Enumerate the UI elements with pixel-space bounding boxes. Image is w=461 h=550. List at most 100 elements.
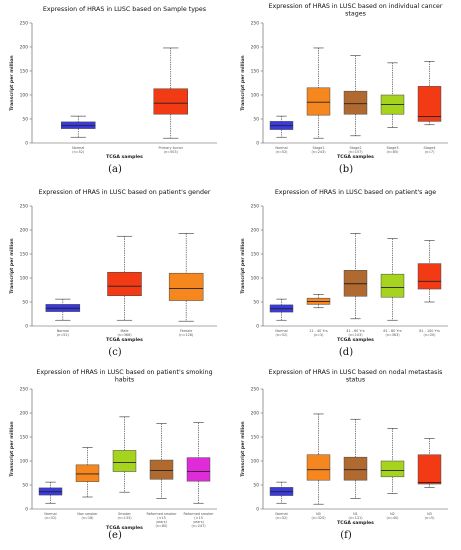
y-tick-label: 150	[20, 69, 29, 75]
y-tick-label: 100	[20, 93, 29, 99]
box-iqr	[380, 273, 405, 298]
chart-title-line: stages	[345, 11, 366, 18]
y-tick-label: 0	[25, 141, 28, 147]
panel-label: (d)	[339, 347, 353, 358]
chart-title: Expression of HRAS in LUSC based on Samp…	[43, 6, 206, 13]
box-iqr	[306, 87, 331, 116]
y-tick-label: 0	[256, 141, 259, 147]
y-tick-label: 50	[22, 483, 28, 489]
category-count: (n=320)	[311, 516, 326, 520]
y-tick-label: 50	[22, 300, 28, 306]
category-label: N2 (n=40)	[387, 512, 400, 520]
category-count: (n=133)	[117, 516, 132, 520]
y-tick-label: 100	[251, 276, 260, 282]
y-tick-label: 0	[256, 507, 259, 513]
category-name: Normal	[72, 146, 84, 150]
category-name: (>15	[194, 516, 202, 520]
y-tick-label: 200	[20, 45, 29, 51]
panel-1: Expression of HRAS in LUSC based on indi…	[240, 3, 448, 175]
category-count: (n=52)	[276, 150, 289, 154]
chart-title: Expression of HRAS in LUSC based on noda…	[269, 369, 443, 384]
box-iqr	[417, 86, 442, 122]
box-iqr	[75, 464, 100, 482]
category-label: 81 - 100 Yrs (n=20)	[419, 329, 440, 337]
box-iqr	[380, 460, 405, 478]
y-tick-label: 0	[25, 507, 28, 513]
category-label: Normal (n=52)	[275, 146, 288, 154]
y-tick-label: 150	[251, 69, 260, 75]
y-tick-label: 100	[20, 276, 29, 282]
category-label: N3 (n=5)	[425, 512, 435, 520]
category-name: Female	[180, 329, 192, 333]
panel-4: Expression of HRAS in LUSC based on pati…	[9, 369, 217, 541]
panel-0: Expression of HRAS in LUSC based on Samp…	[9, 6, 217, 175]
category-name: Normal	[275, 512, 287, 516]
category-count: (n=52)	[276, 333, 289, 337]
category-label: Female (n=128)	[179, 329, 194, 337]
category-name: 41 - 60 Yrs	[346, 329, 365, 333]
chart-title-line: Expression of HRAS in LUSC based on pati…	[36, 369, 212, 376]
category-name: Normal	[44, 512, 56, 516]
category-name: Stage1	[313, 146, 325, 150]
category-count: (n=5)	[425, 516, 435, 520]
category-name: years)	[193, 520, 204, 524]
panel-label: (e)	[108, 530, 122, 541]
y-tick-label: 100	[251, 93, 260, 99]
category-count: (n=131)	[348, 516, 363, 520]
box-iqr	[107, 271, 142, 297]
category-count: (n=52)	[45, 516, 58, 520]
y-tick-label: 200	[20, 228, 29, 234]
category-name: Normal	[275, 329, 287, 333]
category-label: 61 - 80 Yrs (n=363)	[383, 329, 402, 337]
category-name: Stage3	[387, 146, 399, 150]
panel-3: Expression of HRAS in LUSC based on pati…	[240, 189, 448, 358]
panel-label: (a)	[108, 164, 122, 175]
category-name: N0	[316, 512, 321, 516]
y-tick-label: 250	[251, 387, 260, 393]
category-label: Primary tumor (n=503)	[159, 146, 184, 154]
chart-title-line: habits	[115, 377, 134, 384]
box-iqr	[417, 263, 442, 290]
category-label: Stage3 (n=85)	[387, 146, 400, 154]
box-iqr	[417, 454, 442, 485]
category-name: Reformed smoker	[184, 512, 215, 516]
category-count: (n=52)	[57, 333, 70, 337]
category-count: (n=18)	[82, 516, 95, 520]
category-label: Non smoker (n=18)	[77, 512, 98, 520]
category-name: (<15	[157, 516, 165, 520]
category-count: (n=247)	[191, 524, 206, 528]
category-label: N1 (n=131)	[348, 512, 363, 520]
category-name: N3	[427, 512, 432, 516]
category-label: N0 (n=320)	[311, 512, 326, 520]
category-name: Normal	[275, 146, 287, 150]
category-label: Reformed smoker (<15 years) (n=80)	[147, 512, 178, 528]
category-label: Normal (n=52)	[44, 512, 57, 520]
box-iqr	[306, 454, 331, 481]
category-label: Stage1 (n=243)	[311, 146, 326, 154]
category-name: years)	[156, 520, 167, 524]
category-label: Normal (n=52)	[72, 146, 85, 154]
box-iqr	[343, 270, 368, 297]
box-iqr	[186, 457, 211, 482]
y-tick-label: 100	[251, 459, 260, 465]
category-label: 41 - 60 Yrs (n=103)	[346, 329, 365, 337]
category-label: Smoker (n=133)	[117, 512, 132, 520]
category-count: (n=243)	[311, 150, 326, 154]
y-tick-label: 250	[20, 204, 29, 210]
category-name: Stage2	[350, 146, 362, 150]
y-axis-label: Transcript per million	[9, 238, 15, 293]
y-axis-label: Transcript per million	[240, 238, 246, 293]
chart-title-line: Expression of HRAS in LUSC based on noda…	[269, 369, 443, 376]
x-axis-label: TCGA samples	[106, 154, 143, 160]
category-count: (n=103)	[348, 333, 363, 337]
chart-title: Expression of HRAS in LUSC based on pati…	[275, 189, 436, 196]
category-label: Stage4 (n=7)	[424, 146, 436, 154]
category-label: Normal (n=52)	[275, 512, 288, 520]
x-axis-label: TCGA samples	[337, 337, 374, 343]
y-tick-label: 250	[20, 387, 29, 393]
category-count: (n=52)	[276, 516, 289, 520]
category-count: (n=157)	[348, 150, 363, 154]
category-count: (n=366)	[117, 333, 132, 337]
y-tick-label: 250	[251, 21, 260, 27]
